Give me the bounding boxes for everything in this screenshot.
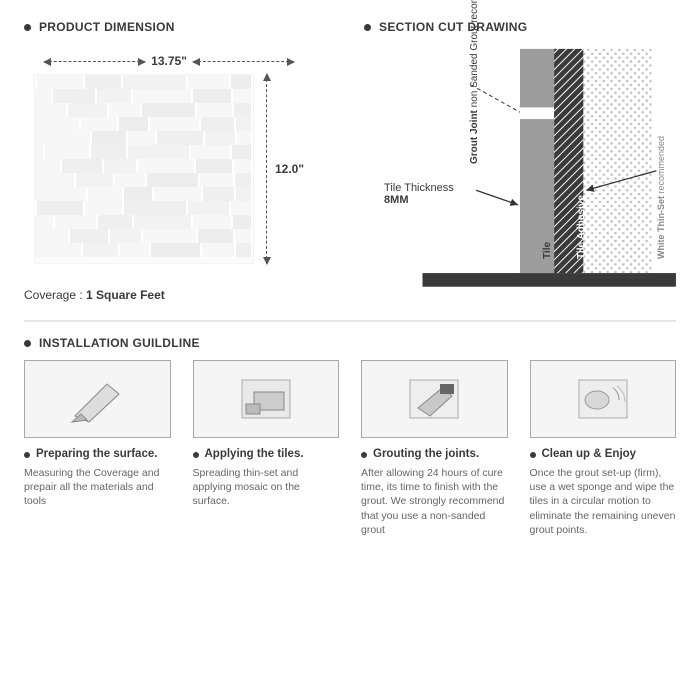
section-cut-title: SECTION CUT DRAWING [364,20,676,34]
coverage-value: 1 Square Feet [86,288,165,302]
step-desc: Measuring the Coverage and prepair all t… [24,466,171,509]
install-step-1: Applying the tiles. Spreading thin-set an… [193,360,340,537]
width-value: 13.75" [151,54,187,68]
step-icon [530,360,677,438]
step-desc: Spreading thin-set and applying mosaic o… [193,466,340,509]
adhesive-label: Tile Adhesive [576,195,587,259]
section-cut-figure: Grout Joint non Sanded Grout recomended … [364,44,676,304]
step-title: Applying the tiles. [193,448,340,460]
divider [24,320,676,322]
width-arrow-right [193,61,294,62]
install-step-2: Grouting the joints. After allowing 24 ho… [361,360,508,537]
installation-title: INSTALLATION GUILDLINE [24,336,676,350]
step-title: Preparing the surface. [24,448,171,460]
height-value: 12.0" [275,162,304,176]
step-title: Clean up & Enjoy [530,448,677,460]
dimension-figure: 13.75" 12.0" [24,44,344,274]
grout-joint-label: Grout Joint [469,110,480,164]
width-arrow-left [44,61,145,62]
thickness-value: 8MM [384,194,408,206]
step-title: Grouting the joints. [361,448,508,460]
height-arrow [266,74,267,264]
coverage-line: Coverage : 1 Square Feet [24,288,344,302]
thickness-label: Tile Thickness [384,182,454,194]
step-icon [361,360,508,438]
product-dimension-title: PRODUCT DIMENSION [24,20,344,34]
step-icon [24,360,171,438]
tile-label: Tile [542,242,553,259]
thinset-sub: recommended [656,136,666,194]
install-step-0: Preparing the surface. Measuring the Cove… [24,360,171,537]
installation-grid: Preparing the surface. Measuring the Cove… [24,360,676,537]
tile-preview [34,74,254,264]
install-step-3: Clean up & Enjoy Once the grout set-up (f… [530,360,677,537]
thinset-label: White Thin-Set [656,196,666,259]
step-icon [193,360,340,438]
step-desc: After allowing 24 hours of cure time, it… [361,466,508,537]
step-desc: Once the grout set-up (firm), use a wet … [530,466,677,537]
coverage-label: Coverage : [24,288,83,302]
grout-joint-sub: non Sanded Grout recomended [469,0,480,107]
section-cut-svg [364,44,676,297]
